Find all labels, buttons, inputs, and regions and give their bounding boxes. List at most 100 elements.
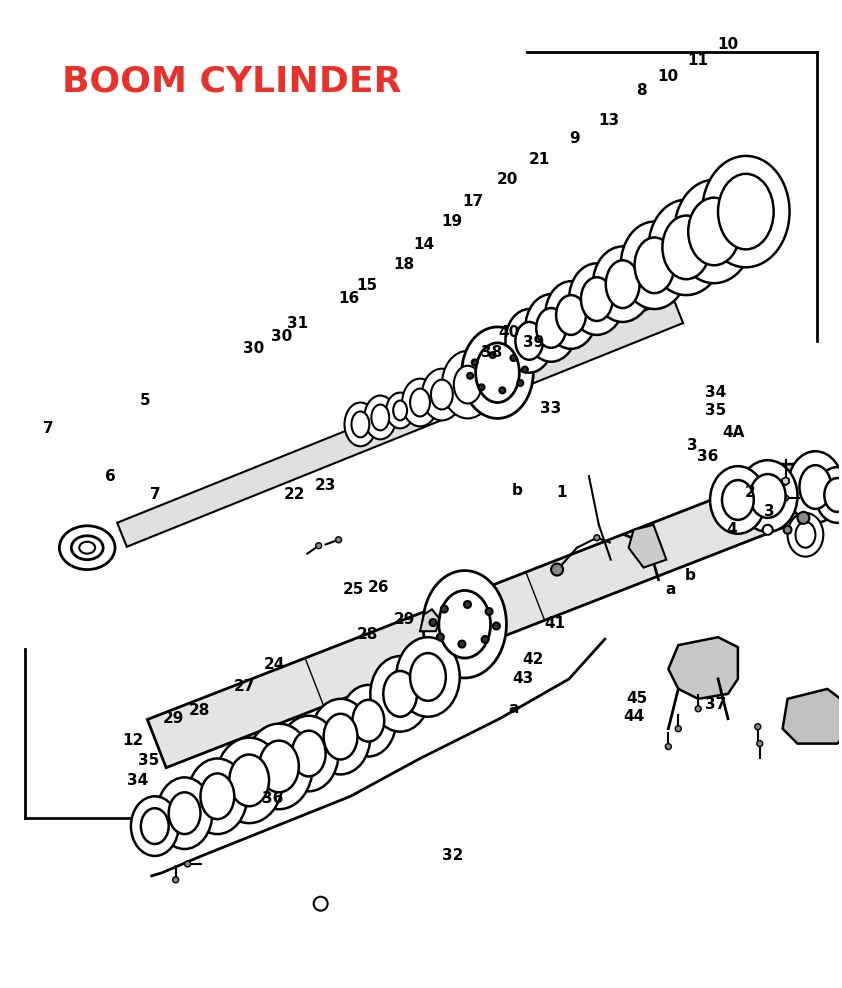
Ellipse shape <box>351 411 370 438</box>
Circle shape <box>314 897 328 911</box>
Ellipse shape <box>344 402 376 447</box>
Ellipse shape <box>141 808 168 844</box>
Ellipse shape <box>505 309 553 372</box>
Circle shape <box>173 876 179 883</box>
Circle shape <box>522 367 528 372</box>
Ellipse shape <box>188 759 248 834</box>
Text: 6: 6 <box>104 468 115 483</box>
Polygon shape <box>629 525 666 567</box>
Ellipse shape <box>216 738 283 823</box>
Text: 27: 27 <box>233 680 255 695</box>
Text: 43: 43 <box>513 672 534 687</box>
Text: 34: 34 <box>706 385 727 400</box>
Ellipse shape <box>279 715 338 791</box>
Text: 42: 42 <box>523 651 544 667</box>
Text: 23: 23 <box>315 477 336 493</box>
Ellipse shape <box>800 465 831 509</box>
Polygon shape <box>147 474 797 768</box>
Ellipse shape <box>815 467 842 523</box>
Text: 44: 44 <box>623 709 644 724</box>
Ellipse shape <box>393 400 407 421</box>
Circle shape <box>458 640 466 647</box>
Circle shape <box>472 360 477 366</box>
Text: a: a <box>665 582 675 597</box>
Circle shape <box>594 535 600 540</box>
Text: 34: 34 <box>127 773 148 787</box>
Ellipse shape <box>383 671 417 716</box>
Circle shape <box>510 355 516 361</box>
Text: 14: 14 <box>413 237 434 252</box>
Ellipse shape <box>710 466 765 534</box>
Text: 30: 30 <box>271 329 292 345</box>
Polygon shape <box>117 299 683 546</box>
Text: 24: 24 <box>264 657 285 672</box>
Text: 12: 12 <box>122 733 143 748</box>
Ellipse shape <box>292 731 326 777</box>
Text: 11: 11 <box>688 53 709 68</box>
Text: 30: 30 <box>243 341 264 357</box>
Ellipse shape <box>311 699 370 775</box>
Ellipse shape <box>340 685 397 757</box>
Ellipse shape <box>454 366 482 403</box>
Circle shape <box>665 744 671 750</box>
Text: a: a <box>509 701 519 716</box>
Text: 28: 28 <box>357 626 378 642</box>
Circle shape <box>517 380 523 386</box>
Ellipse shape <box>593 246 653 322</box>
Ellipse shape <box>402 378 438 427</box>
Text: 9: 9 <box>570 130 580 145</box>
Text: 39: 39 <box>523 335 544 351</box>
Text: 4A: 4A <box>722 425 745 440</box>
Ellipse shape <box>423 570 506 678</box>
Text: 38: 38 <box>481 345 502 361</box>
Text: 26: 26 <box>368 580 389 595</box>
Circle shape <box>784 526 791 534</box>
Ellipse shape <box>79 541 95 553</box>
Ellipse shape <box>131 796 179 856</box>
Ellipse shape <box>787 513 823 556</box>
Polygon shape <box>752 464 806 528</box>
Text: 8: 8 <box>637 83 647 98</box>
Ellipse shape <box>569 264 625 335</box>
Ellipse shape <box>688 198 740 266</box>
Ellipse shape <box>536 308 566 348</box>
Ellipse shape <box>663 215 710 280</box>
Text: 18: 18 <box>393 257 414 272</box>
Text: 3: 3 <box>765 505 775 520</box>
Text: 5: 5 <box>140 393 150 408</box>
Text: 20: 20 <box>497 172 518 188</box>
Text: 29: 29 <box>393 612 415 626</box>
Circle shape <box>695 705 701 711</box>
Polygon shape <box>420 610 440 631</box>
Polygon shape <box>669 637 738 699</box>
Ellipse shape <box>157 778 212 849</box>
Circle shape <box>184 861 190 866</box>
Ellipse shape <box>718 174 774 249</box>
Ellipse shape <box>323 713 357 760</box>
Circle shape <box>754 723 760 730</box>
Ellipse shape <box>605 260 640 308</box>
Ellipse shape <box>545 282 597 349</box>
Ellipse shape <box>722 480 754 520</box>
Circle shape <box>552 563 563 576</box>
Ellipse shape <box>168 792 200 834</box>
Text: 33: 33 <box>540 401 561 416</box>
Ellipse shape <box>439 591 491 658</box>
Circle shape <box>441 606 448 613</box>
Text: 16: 16 <box>338 290 359 305</box>
Ellipse shape <box>750 474 786 518</box>
Circle shape <box>316 542 322 548</box>
Text: 35: 35 <box>138 753 159 768</box>
Text: 40: 40 <box>498 325 520 341</box>
Circle shape <box>336 536 342 542</box>
Ellipse shape <box>556 295 586 335</box>
Circle shape <box>429 619 436 626</box>
Ellipse shape <box>515 322 543 360</box>
Text: 2: 2 <box>744 484 755 500</box>
Text: 25: 25 <box>343 582 364 597</box>
Text: 45: 45 <box>626 692 647 706</box>
Text: 41: 41 <box>545 616 566 630</box>
Text: 13: 13 <box>598 113 620 127</box>
Text: 29: 29 <box>163 711 184 726</box>
Ellipse shape <box>674 180 754 284</box>
